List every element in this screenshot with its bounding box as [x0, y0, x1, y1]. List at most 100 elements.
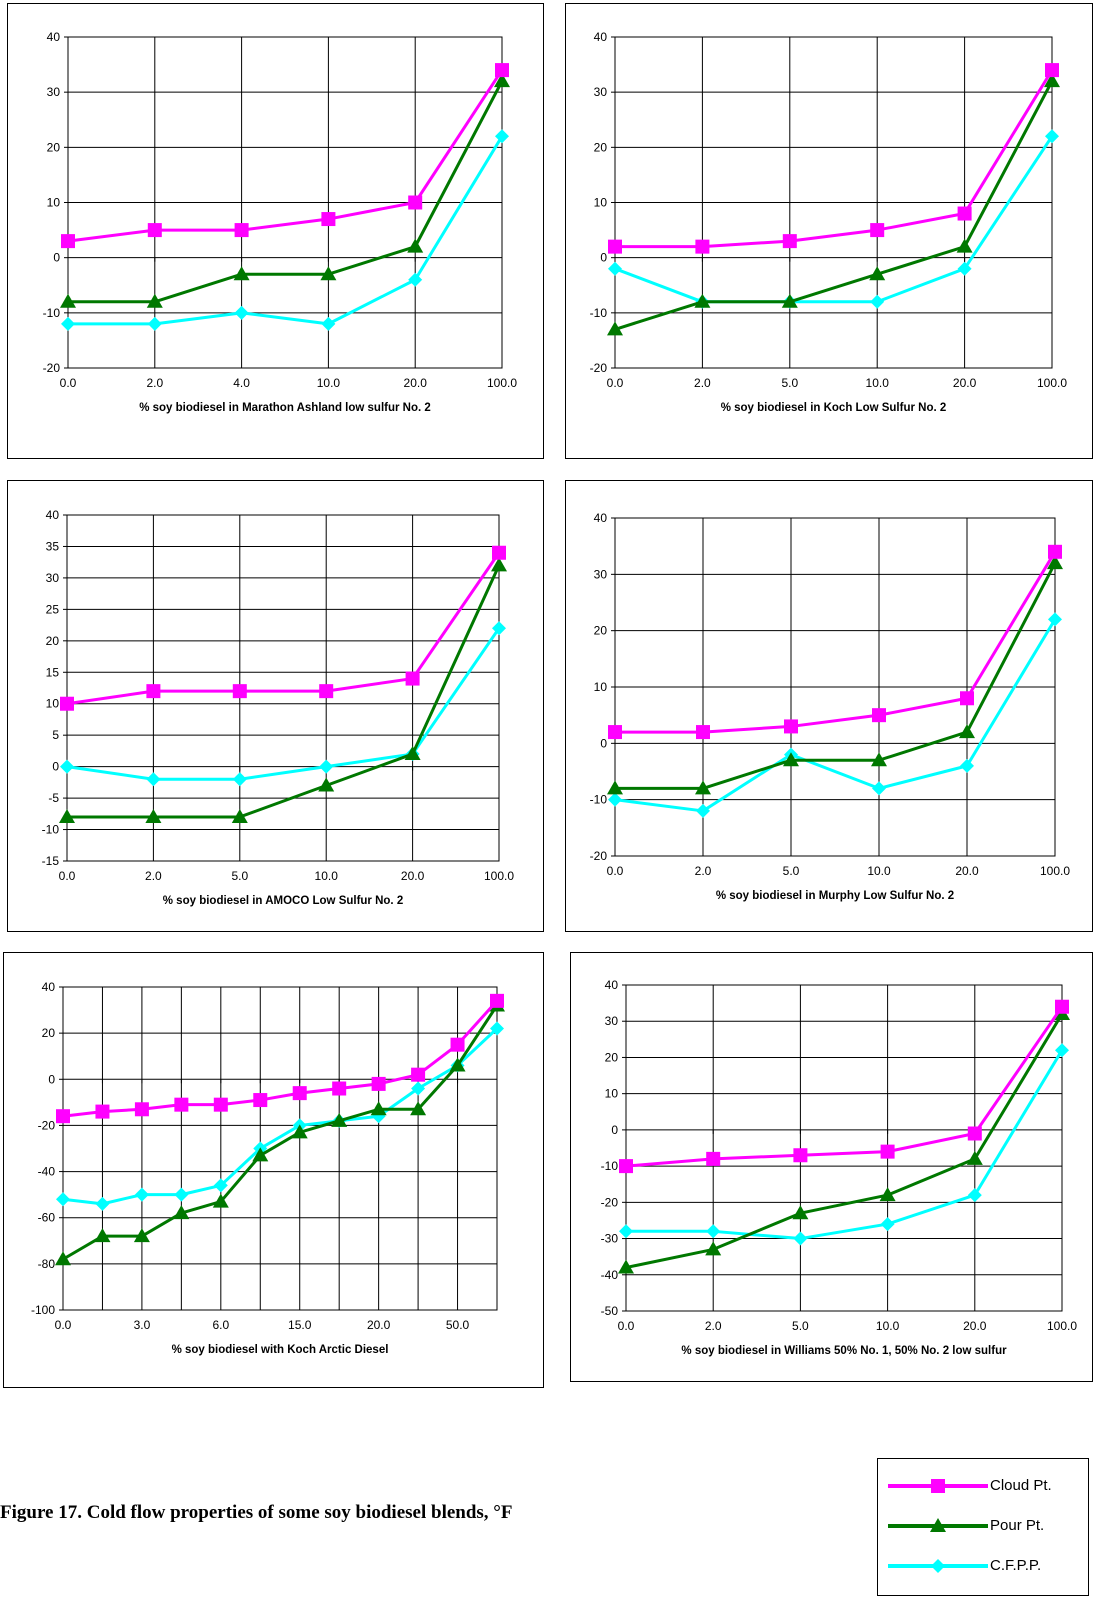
- legend-entry-cloud: Cloud Pt.: [878, 1471, 1088, 1501]
- chart-panel-koch: -20 -10 0 10 20 30 40 0.0 2.0 5.0 10.0 20.0 100.0 % s…: [565, 3, 1093, 459]
- data-point-c-f-p-p: [134, 1187, 149, 1202]
- x-tick-label: 10.0: [867, 864, 891, 878]
- y-tick-label: -80: [38, 1257, 56, 1271]
- chart-svg-murphy: -20 -10 0 10 20 30 40 0.0 2.0 5.0 10.0 20.0 100.0 % s…: [590, 511, 1071, 902]
- data-point-pour-pt: [607, 780, 623, 795]
- data-point-pour-pt: [410, 1101, 427, 1116]
- legend-entry-pour: Pour Pt.: [878, 1511, 1088, 1541]
- x-tick-label: 0.0: [60, 376, 77, 390]
- plot-area-border: [66, 514, 500, 862]
- x-tick-label: 20.0: [404, 376, 428, 390]
- chart-panel-koch-arctic: -100 -80 -60 -40 -20 0 20 40 0.0 3.0 6.0 15.0 20.0 50…: [3, 952, 544, 1388]
- series-pour-pt: [618, 1005, 1070, 1274]
- series-cloud-pt: [61, 63, 509, 249]
- series-line-cloud-pt: [615, 551, 1057, 734]
- chart-legend: Cloud Pt. Pour Pt. C.F.P.P.: [877, 1458, 1089, 1596]
- series-cloud-pt: [608, 544, 1062, 740]
- data-point-pour-pt: [1044, 73, 1060, 88]
- y-tick-label: 40: [47, 30, 61, 44]
- data-point-c-f-p-p: [213, 1178, 228, 1193]
- series-line-pour-pt: [67, 564, 501, 819]
- data-point-cloud-pt: [213, 1097, 228, 1112]
- series-pour-pt: [55, 997, 505, 1266]
- data-point-c-f-p-p: [880, 1217, 895, 1232]
- data-point-pour-pt: [407, 238, 424, 253]
- legend-label-pour: Pour Pt.: [990, 1517, 1045, 1534]
- data-point-cloud-pt: [147, 223, 162, 238]
- data-point-c-f-p-p: [61, 316, 75, 331]
- x-tick-label: 0.0: [618, 1319, 635, 1333]
- data-point-pour-pt: [956, 238, 973, 253]
- data-point-pour-pt: [879, 1187, 896, 1202]
- data-point-cloud-pt: [793, 1148, 808, 1163]
- y-tick-label: 30: [594, 567, 608, 581]
- data-point-c-f-p-p: [147, 316, 162, 331]
- series-line-cloud-pt: [67, 69, 504, 243]
- y-tick-label: 0: [48, 1072, 55, 1086]
- series-c-f-p-p: [56, 1021, 504, 1211]
- data-point-c-f-p-p: [234, 305, 249, 320]
- data-point-cloud-pt: [1055, 999, 1069, 1014]
- chart-panel-williams: -50 -40 -30 -20 -10 0 10 20 30 40 0.0 2.0 5.0 10.0 20.…: [570, 952, 1093, 1382]
- y-tick-label: 0: [600, 736, 607, 750]
- data-point-cloud-pt: [492, 545, 506, 560]
- plot-area-border: [614, 517, 1056, 857]
- y-tick-label: 10: [594, 680, 608, 694]
- x-tick-label: 10.0: [876, 1319, 900, 1333]
- x-axis-title: % soy biodiesel in Marathon Ashland low …: [139, 402, 431, 414]
- data-point-cloud-pt: [232, 684, 247, 699]
- x-axis-title: % soy biodiesel in AMOCO Low Sulfur No. …: [163, 895, 403, 907]
- y-tick-label: 0: [600, 251, 607, 265]
- data-point-pour-pt: [695, 780, 711, 795]
- data-point-pour-pt: [966, 1150, 983, 1165]
- series-line-cloud-pt: [615, 69, 1054, 249]
- data-point-c-f-p-p: [232, 772, 247, 787]
- data-point-cloud-pt: [1045, 63, 1059, 78]
- x-tick-label: 100.0: [487, 376, 517, 390]
- data-point-pour-pt: [146, 293, 163, 308]
- y-tick-label: 35: [46, 539, 60, 553]
- chart-svg-koch: -20 -10 0 10 20 30 40 0.0 2.0 5.0 10.0 20.0 100.0 % s…: [590, 30, 1068, 414]
- y-tick-label: 40: [42, 980, 56, 994]
- data-point-cloud-pt: [60, 696, 74, 711]
- data-point-pour-pt: [705, 1241, 722, 1256]
- x-tick-label: 100.0: [1047, 1319, 1077, 1333]
- data-point-c-f-p-p: [870, 294, 885, 309]
- chart-panel-marathon: -20 -10 0 10 20 30 40 0.0 2.0 4.0 10.0 20.0 100.0 % s…: [7, 3, 544, 459]
- y-tick-label: 40: [594, 511, 608, 525]
- data-point-cloud-pt: [134, 1102, 149, 1117]
- x-tick-label: 0.0: [607, 376, 624, 390]
- series-line-pour-pt: [62, 1004, 499, 1261]
- x-tick-label: 10.0: [315, 869, 339, 883]
- data-point-cloud-pt: [321, 212, 336, 227]
- data-point-c-f-p-p: [608, 792, 622, 807]
- data-point-cloud-pt: [608, 725, 622, 740]
- data-point-pour-pt: [491, 557, 507, 572]
- y-tick-label: 15: [46, 665, 60, 679]
- data-point-c-f-p-p: [706, 1224, 721, 1239]
- y-tick-label: -40: [38, 1165, 56, 1179]
- chart-svg-williams: -50 -40 -30 -20 -10 0 10 20 30 40 0.0 2.0 5.0 10.0 20.…: [601, 978, 1078, 1357]
- x-tick-label: 5.0: [231, 869, 248, 883]
- legend-marker: [931, 1559, 945, 1573]
- legend-marker: [931, 1479, 945, 1493]
- y-tick-label: 10: [605, 1087, 619, 1101]
- data-point-c-f-p-p: [1055, 1043, 1069, 1058]
- x-tick-label: 6.0: [212, 1318, 229, 1332]
- figure-caption: Figure 17. Cold flow properties of some …: [0, 1502, 513, 1523]
- plot-area-border: [67, 36, 503, 369]
- y-tick-label: 20: [594, 624, 608, 638]
- data-point-c-f-p-p: [1048, 612, 1062, 627]
- series-line-c-f-p-p: [614, 135, 1054, 304]
- data-point-c-f-p-p: [408, 272, 423, 287]
- chart-svg-amoco: -15 -10 -5 0 5 10 15 20 25 30 35 40 0.0 2.0 5.0 10.0 20.…: [42, 508, 515, 907]
- y-tick-label: 20: [47, 140, 61, 154]
- data-point-c-f-p-p: [174, 1187, 189, 1202]
- data-point-cloud-pt: [450, 1037, 465, 1052]
- data-point-cloud-pt: [880, 1144, 895, 1159]
- y-tick-label: 0: [53, 251, 60, 265]
- data-point-cloud-pt: [61, 234, 75, 249]
- data-point-cloud-pt: [608, 239, 622, 254]
- series-c-f-p-p: [60, 621, 506, 787]
- y-tick-label: -20: [590, 849, 608, 863]
